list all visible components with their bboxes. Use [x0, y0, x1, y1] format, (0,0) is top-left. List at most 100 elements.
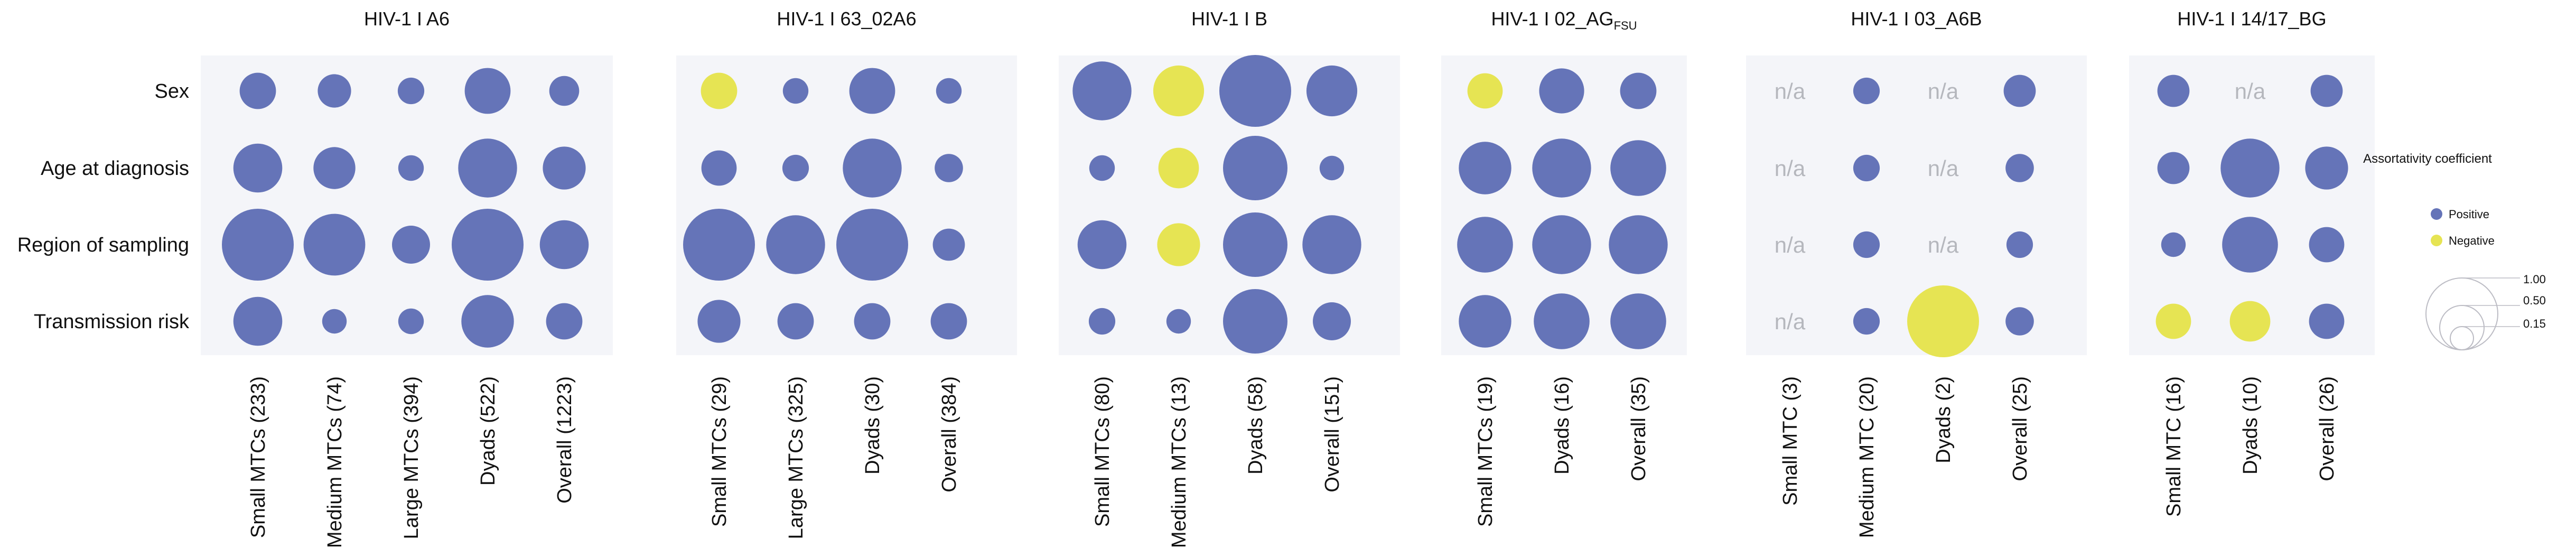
bubble-positive — [322, 309, 347, 334]
row-label: Age at diagnosis — [41, 157, 189, 180]
na-label: n/a — [2235, 79, 2266, 104]
column-label: Small MTC (3) — [1779, 376, 1802, 506]
bubble-positive — [766, 215, 825, 274]
panel-title-text: HIV-1 I 03_A6B — [1851, 8, 1982, 30]
row-label: Region of sampling — [17, 234, 189, 256]
legend-title: Assortativity coefficient — [2363, 152, 2492, 166]
bubble-positive — [398, 155, 424, 181]
bubble-positive — [222, 209, 294, 281]
bubble-positive — [932, 228, 965, 261]
column-label: Small MTC (16) — [2163, 376, 2185, 517]
column-label: Dyads (16) — [1551, 376, 1573, 475]
legend-positive-swatch — [2431, 208, 2442, 220]
legend-negative-swatch — [2431, 235, 2442, 246]
bubble-positive — [683, 209, 755, 281]
bubble-positive — [1077, 220, 1127, 270]
bubble-positive — [2222, 217, 2278, 273]
column-label: Dyads (2) — [1933, 376, 1955, 463]
bubble-positive — [233, 143, 283, 193]
bubble-positive — [546, 303, 583, 340]
panel-title-subscript: FSU — [1614, 19, 1637, 32]
panel-title-text: HIV-1 I 02_AG — [1491, 8, 1613, 30]
panel-title: HIV-1 I 14/17_BG — [2177, 8, 2326, 30]
bubble-positive — [1306, 65, 1358, 117]
bubble-positive — [1853, 77, 1880, 105]
bubble-negative — [1158, 147, 1199, 189]
na-label: n/a — [1775, 309, 1806, 334]
bubble-positive — [239, 72, 276, 109]
bubble-positive — [777, 303, 814, 340]
column-label: Overall (1223) — [554, 376, 576, 504]
bubble-positive — [1223, 136, 1287, 200]
bubble-positive — [2005, 154, 2034, 182]
bubble-positive — [2157, 75, 2190, 107]
na-label: n/a — [1775, 79, 1806, 104]
column-label: Dyads (30) — [862, 376, 884, 475]
bubble-positive — [935, 154, 963, 182]
bubble-positive — [1302, 215, 1361, 274]
bubble-positive — [392, 226, 430, 264]
bubble-positive — [936, 78, 962, 104]
column-label: Overall (384) — [938, 376, 960, 493]
size-legend-label: 0.50 — [2523, 294, 2546, 307]
bubble-positive — [1853, 308, 1880, 335]
column-label: Overall (25) — [2009, 376, 2031, 481]
bubble-positive — [2305, 146, 2348, 190]
bubble-positive — [1609, 215, 1668, 274]
na-label: n/a — [1775, 233, 1806, 257]
bubble-positive — [1610, 293, 1666, 349]
bubble-positive — [1223, 212, 1287, 277]
bubble-positive — [2006, 231, 2033, 258]
size-legend-circle — [2450, 326, 2474, 350]
bubble-positive — [1072, 61, 1132, 120]
panel-title: HIV-1 I B — [1191, 8, 1267, 30]
bubble-positive — [701, 150, 737, 186]
bubble-positive — [464, 68, 511, 114]
size-legend-label: 0.15 — [2523, 317, 2546, 330]
bubble-positive — [1457, 217, 1513, 273]
bubble-positive — [1620, 72, 1657, 109]
size-legend-circle — [2439, 305, 2485, 350]
panel-title: HIV-1 I 63_02A6 — [777, 8, 916, 30]
bubble-positive — [549, 76, 580, 106]
bubble-positive — [843, 138, 902, 198]
bubble-positive — [233, 296, 283, 346]
bubble-positive — [782, 78, 809, 104]
bubble-positive — [854, 303, 891, 340]
column-label: Overall (35) — [1628, 376, 1650, 481]
column-label: Small MTCs (19) — [1474, 376, 1497, 527]
bubble-positive — [2220, 138, 2280, 198]
bubble-positive — [1459, 295, 1511, 348]
column-label: Dyads (58) — [1245, 376, 1267, 475]
column-label: Small MTCs (233) — [247, 376, 269, 538]
column-label: Medium MTCs (74) — [324, 376, 346, 548]
legend-item-label: Negative — [2449, 234, 2495, 247]
panel-title-text: HIV-1 I A6 — [364, 8, 450, 30]
bubble-positive — [543, 146, 586, 190]
bubble-negative — [2155, 303, 2191, 339]
bubble-negative — [701, 72, 738, 109]
bubble-positive — [2003, 75, 2036, 107]
column-label: Dyads (522) — [477, 376, 499, 486]
column-label: Small MTCs (29) — [708, 376, 731, 527]
bubble-positive — [458, 138, 517, 198]
panel-title-text: HIV-1 I 63_02A6 — [777, 8, 916, 30]
bubble-positive — [397, 77, 425, 105]
bubble-positive — [1853, 154, 1880, 182]
panel-title: HIV-1 I A6 — [364, 8, 450, 30]
bubble-positive — [1853, 231, 1880, 258]
bubble-positive — [1313, 302, 1351, 340]
bubble-positive — [2005, 307, 2034, 336]
bubble-negative — [1907, 285, 1979, 357]
bubble-positive — [1532, 215, 1591, 274]
bubble-negative — [2229, 301, 2271, 342]
bubble-positive — [313, 147, 356, 189]
na-label: n/a — [1928, 79, 1959, 104]
na-label: n/a — [1775, 156, 1806, 181]
bubble-positive — [2157, 152, 2190, 184]
bubble-positive — [1534, 293, 1590, 349]
column-label: Dyads (10) — [2239, 376, 2262, 475]
column-label: Medium MTC (20) — [1856, 376, 1878, 538]
bubble-negative — [1153, 65, 1205, 117]
bubble-positive — [398, 308, 424, 335]
